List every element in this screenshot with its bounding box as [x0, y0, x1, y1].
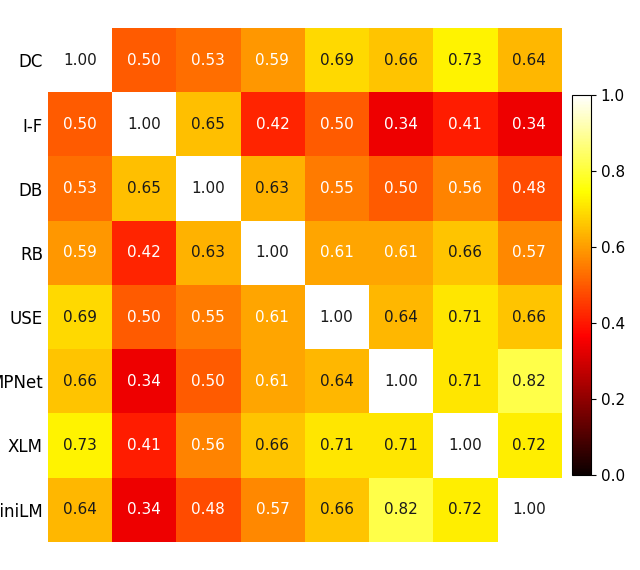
Text: 1.00: 1.00 [320, 310, 353, 324]
Text: 0.63: 0.63 [191, 246, 225, 260]
Text: 0.72: 0.72 [512, 438, 546, 453]
Text: 0.66: 0.66 [384, 53, 418, 68]
Text: 0.57: 0.57 [255, 502, 289, 517]
Text: 0.66: 0.66 [255, 438, 289, 453]
Text: 0.65: 0.65 [127, 181, 161, 196]
Text: 0.71: 0.71 [320, 438, 353, 453]
Text: 0.53: 0.53 [191, 53, 225, 68]
Text: 0.66: 0.66 [448, 246, 482, 260]
Text: 0.42: 0.42 [127, 246, 161, 260]
Text: 0.69: 0.69 [319, 53, 353, 68]
Text: 0.63: 0.63 [255, 181, 289, 196]
Text: 0.56: 0.56 [448, 181, 482, 196]
Text: 1.00: 1.00 [191, 181, 225, 196]
Text: 0.50: 0.50 [384, 181, 418, 196]
Text: 0.64: 0.64 [63, 502, 97, 517]
Text: 0.61: 0.61 [255, 374, 289, 389]
Text: 0.53: 0.53 [63, 181, 97, 196]
Text: 1.00: 1.00 [512, 502, 546, 517]
Text: 0.61: 0.61 [319, 246, 353, 260]
Text: 0.66: 0.66 [63, 374, 97, 389]
Text: 0.72: 0.72 [448, 502, 482, 517]
Text: 0.82: 0.82 [512, 374, 546, 389]
Text: 0.48: 0.48 [191, 502, 225, 517]
Text: 0.34: 0.34 [384, 117, 418, 132]
Text: 0.73: 0.73 [448, 53, 482, 68]
Text: 0.50: 0.50 [127, 310, 161, 324]
Text: 0.82: 0.82 [384, 502, 418, 517]
Text: 0.56: 0.56 [191, 438, 225, 453]
Text: 0.64: 0.64 [512, 53, 546, 68]
Text: 0.42: 0.42 [255, 117, 289, 132]
Text: 1.00: 1.00 [63, 53, 97, 68]
Text: 0.50: 0.50 [320, 117, 353, 132]
Text: 1.00: 1.00 [448, 438, 482, 453]
Text: 0.66: 0.66 [512, 310, 546, 324]
Text: 0.41: 0.41 [448, 117, 482, 132]
Text: 0.50: 0.50 [127, 53, 161, 68]
Text: 0.69: 0.69 [63, 310, 97, 324]
Text: 0.71: 0.71 [384, 438, 418, 453]
Text: 0.64: 0.64 [319, 374, 353, 389]
Text: 0.59: 0.59 [63, 246, 97, 260]
Text: 1.00: 1.00 [127, 117, 161, 132]
Text: 0.61: 0.61 [384, 246, 418, 260]
Text: 0.48: 0.48 [512, 181, 546, 196]
Text: 0.55: 0.55 [191, 310, 225, 324]
Text: 0.73: 0.73 [63, 438, 97, 453]
Text: 0.55: 0.55 [320, 181, 353, 196]
Text: 0.41: 0.41 [127, 438, 161, 453]
Text: 0.66: 0.66 [319, 502, 353, 517]
Text: 0.59: 0.59 [255, 53, 289, 68]
Text: 0.71: 0.71 [448, 374, 482, 389]
Text: 0.50: 0.50 [191, 374, 225, 389]
Text: 0.65: 0.65 [191, 117, 225, 132]
Text: 0.64: 0.64 [384, 310, 418, 324]
Text: 0.61: 0.61 [255, 310, 289, 324]
Text: 0.57: 0.57 [512, 246, 546, 260]
Text: 0.50: 0.50 [63, 117, 97, 132]
Text: 1.00: 1.00 [384, 374, 418, 389]
Text: 0.34: 0.34 [512, 117, 546, 132]
Text: 1.00: 1.00 [255, 246, 289, 260]
Text: 0.34: 0.34 [127, 502, 161, 517]
Text: 0.34: 0.34 [127, 374, 161, 389]
Text: 0.71: 0.71 [448, 310, 482, 324]
